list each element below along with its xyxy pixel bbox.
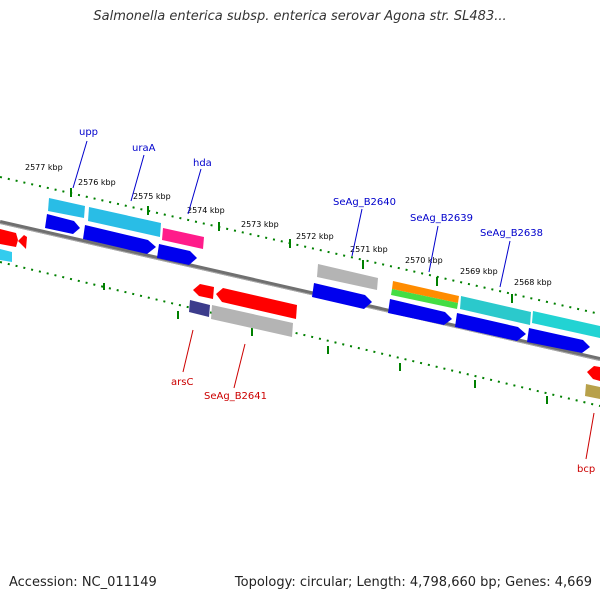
gene-feature: [157, 244, 197, 265]
gene-feature: [88, 207, 161, 237]
gene-feature: [211, 305, 293, 337]
gene-label-arsC: arsC: [171, 377, 193, 388]
gene-label-hda: hda: [193, 158, 212, 169]
kbp-label: 2572 kbp: [296, 232, 334, 241]
map-title: Salmonella enterica subsp. enterica sero…: [93, 9, 507, 24]
gene-feature: [391, 289, 458, 309]
gene-feature: [83, 225, 156, 254]
upper-ruler: [0, 176, 600, 315]
kbp-label: 2570 kbp: [405, 256, 443, 265]
gene-feature: [45, 214, 80, 234]
reverse-genes: [189, 284, 600, 399]
gene-feature: [216, 288, 297, 319]
kbp-labels: 2577 kbp 2576 kbp 2575 kbp 2574 kbp 2573…: [25, 163, 552, 287]
gene-label-SeAg_B2641: SeAg_B2641: [204, 391, 267, 402]
accession-label: Accession: NC_011149: [9, 575, 157, 590]
gene-label-SeAg_B2639: SeAg_B2639: [410, 213, 473, 224]
kbp-label: 2574 kbp: [187, 206, 225, 215]
gene-label-SeAg_B2638: SeAg_B2638: [480, 228, 543, 239]
kbp-label: 2576 kbp: [78, 178, 116, 187]
reverse-gene-labels: arsC SeAg_B2641 bcp: [171, 377, 595, 475]
gene-feature: [189, 300, 210, 317]
forward-gene-labels: upp uraA hda SeAg_B2640 SeAg_B2639 SeAg_…: [79, 127, 543, 239]
kbp-label: 2568 kbp: [514, 278, 552, 287]
gene-feature: [527, 328, 590, 353]
label-leaders: [72, 140, 595, 460]
gene-feature: [587, 366, 600, 381]
gene-feature: [48, 198, 85, 218]
gene-feature: [18, 235, 27, 249]
kbp-label: 2575 kbp: [133, 192, 171, 201]
forward-genes: [0, 198, 600, 353]
gene-feature: [312, 283, 372, 309]
lower-ruler: [0, 261, 600, 407]
gene-feature: [0, 249, 12, 262]
gene-feature: [585, 384, 600, 399]
gene-feature: [392, 281, 459, 303]
kbp-label: 2569 kbp: [460, 267, 498, 276]
gene-label-SeAg_B2640: SeAg_B2640: [333, 197, 396, 208]
gene-feature: [455, 313, 526, 341]
gene-label-upp: upp: [79, 127, 98, 138]
kbp-label: 2571 kbp: [350, 245, 388, 254]
gene-feature: [193, 284, 214, 299]
gene-feature: [0, 229, 18, 247]
kbp-label: 2573 kbp: [241, 220, 279, 229]
gene-feature: [532, 311, 600, 338]
gene-feature: [162, 228, 204, 249]
genome-summary: Topology: circular; Length: 4,798,660 bp…: [234, 575, 592, 590]
gene-label-bcp: bcp: [577, 464, 595, 475]
gene-feature: [388, 299, 452, 325]
gene-feature: [317, 264, 378, 290]
kbp-label: 2577 kbp: [25, 163, 63, 172]
gene-label-uraA: uraA: [132, 143, 156, 154]
gene-feature: [460, 296, 531, 325]
